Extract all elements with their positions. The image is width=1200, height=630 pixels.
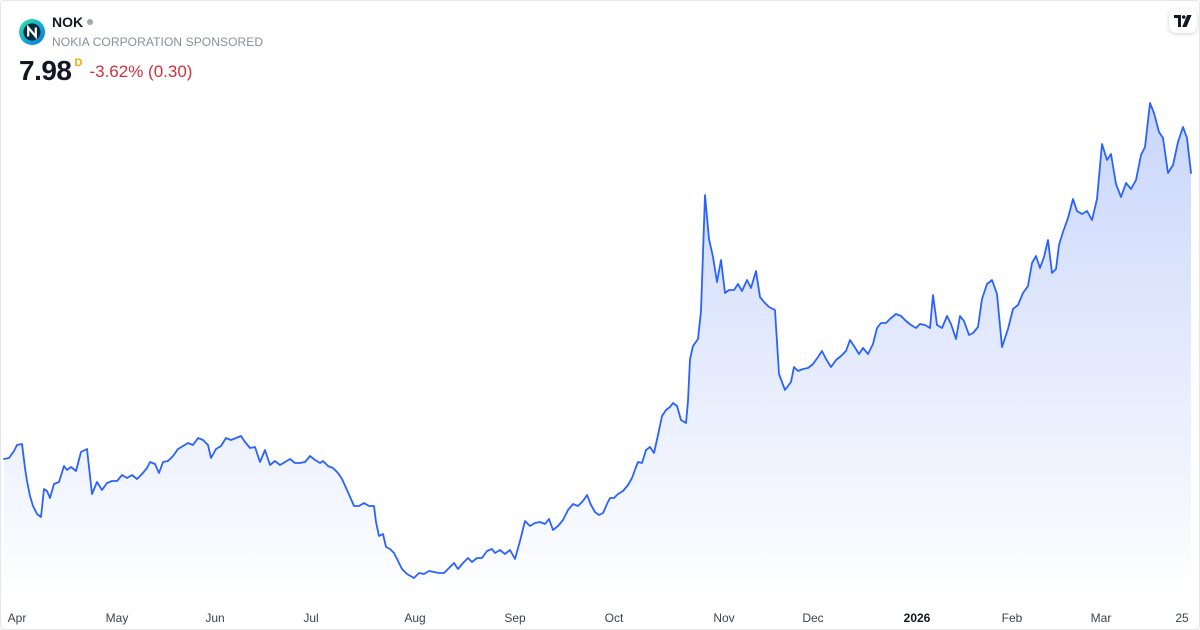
interval-badge: D	[74, 57, 83, 69]
x-tick-label: Mar	[1091, 611, 1112, 625]
x-tick-label: May	[106, 611, 129, 625]
x-tick-label: 2026	[904, 611, 931, 625]
last-price: 7.98	[19, 55, 72, 86]
x-tick-label: Feb	[1002, 611, 1023, 625]
tradingview-logo-icon[interactable]	[1169, 9, 1197, 33]
price-change: -3.62% (0.30)	[89, 62, 193, 81]
x-tick-label: 25	[1175, 611, 1189, 625]
x-tick-label: Aug	[404, 611, 425, 625]
price-line	[3, 102, 1192, 579]
x-tick-label: Sep	[504, 611, 526, 625]
x-axis: Apr May Jun Jul Aug Sep Oct Nov Dec 2026 Feb Mar 25	[8, 611, 1189, 625]
x-tick-label: Apr	[8, 611, 27, 625]
x-tick-label: Nov	[713, 611, 734, 625]
x-tick-label: Dec	[802, 611, 823, 625]
price-area	[4, 103, 1191, 601]
x-tick-label: Jun	[205, 611, 224, 625]
market-status-dot	[87, 19, 94, 25]
company-name: NOKIA CORPORATION SPONSORED	[52, 35, 264, 49]
ticker-symbol: NOK	[52, 14, 84, 30]
nokia-logo-icon	[19, 19, 45, 45]
x-tick-label: Jul	[303, 611, 318, 625]
x-tick-label: Oct	[605, 611, 624, 625]
